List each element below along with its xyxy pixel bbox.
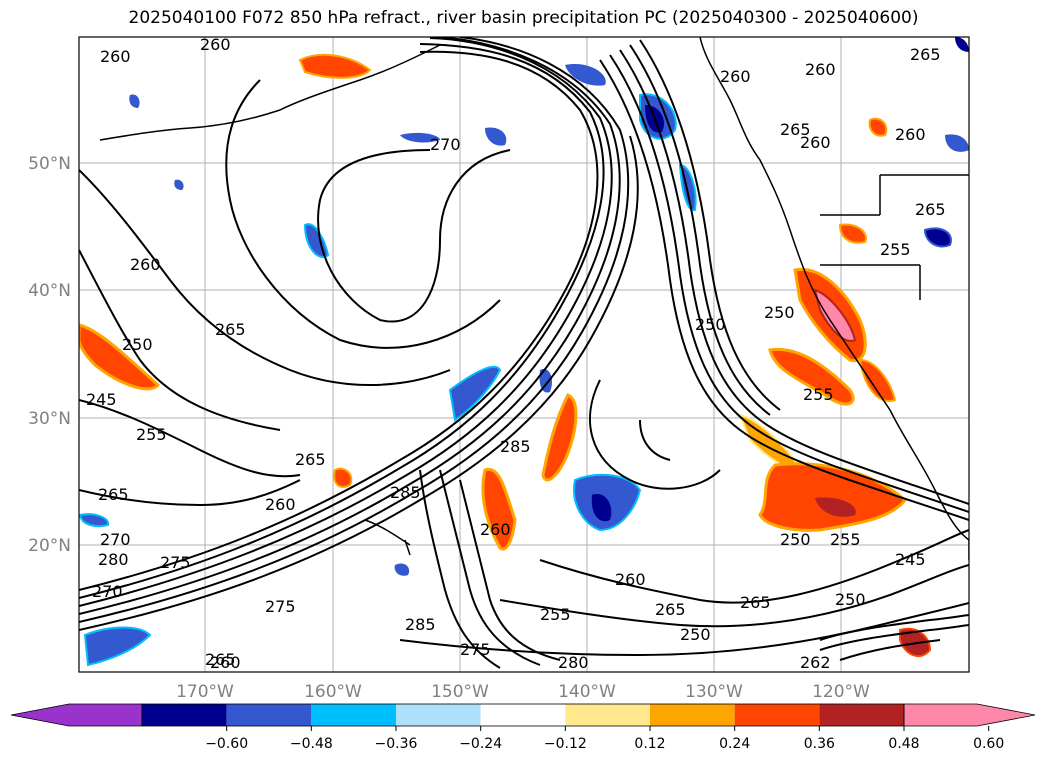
colorbar-bin — [903, 703, 1036, 727]
colorbar-tick-label: 0.60 — [973, 736, 1004, 752]
colorbar-bin — [819, 704, 904, 726]
lon-label: 120°W — [812, 682, 870, 702]
contour-label: 265 — [780, 120, 811, 139]
contour-label: 265 — [98, 485, 129, 504]
contour-label: 255 — [830, 530, 861, 549]
lon-label: 130°W — [685, 682, 743, 702]
contour-label: 260 — [615, 570, 646, 589]
lat-label: 40°N — [28, 281, 71, 301]
contour-label: 280 — [98, 550, 129, 569]
refractivity-contours — [79, 37, 969, 669]
contour-label: 250 — [835, 590, 866, 609]
lat-label: 50°N — [28, 154, 71, 174]
contour-label: 260 — [130, 255, 161, 274]
contour-label: 270 — [92, 582, 123, 601]
lat-label: 20°N — [28, 536, 71, 556]
colorbar-bin — [396, 704, 481, 726]
contour-label: 265 — [655, 600, 686, 619]
colorbar-bin — [10, 703, 143, 727]
map-title: 2025040100 F072 850 hPa refract., river … — [128, 8, 919, 28]
contour-label: 260 — [480, 520, 511, 539]
contour-label: 260 — [100, 47, 131, 66]
contour-label: 260 — [805, 60, 836, 79]
contour-label: 285 — [405, 615, 436, 634]
colorbar-tick-label: 0.24 — [719, 736, 750, 752]
contour-label: 250 — [780, 530, 811, 549]
contour-label: 285 — [390, 483, 421, 502]
contour-label: 255 — [540, 605, 571, 624]
colorbar-bin — [226, 704, 312, 726]
contour-label: 265 — [215, 320, 246, 339]
contour-label: 270 — [430, 135, 461, 154]
coastlines — [99, 37, 969, 560]
contour-label: 250 — [680, 625, 711, 644]
contour-labels: 260 260 260 260 265 260 265 270 260 265 … — [86, 35, 946, 672]
contour-label: 250 — [122, 335, 153, 354]
contour-label: 275 — [460, 640, 491, 659]
lat-label: 30°N — [28, 409, 71, 429]
contour-label: 260 — [210, 653, 241, 672]
colorbar-bin — [480, 704, 566, 726]
colorbar-bin — [311, 704, 396, 726]
map-content: 260 260 260 260 265 260 265 270 260 265 … — [79, 35, 969, 672]
contour-label: 245 — [86, 390, 117, 409]
lon-label: 170°W — [176, 682, 234, 702]
graticule — [79, 37, 969, 672]
contour-label: 260 — [895, 125, 926, 144]
contour-label: 265 — [740, 593, 771, 612]
map-frame — [78, 36, 970, 673]
contour-label: 285 — [500, 437, 531, 456]
contour-label: 250 — [695, 315, 726, 334]
contour-label: 265 — [295, 450, 326, 469]
colorbar-tick-label: 0.48 — [888, 736, 919, 752]
contour-label: 255 — [880, 240, 911, 259]
contour-label: 275 — [160, 553, 191, 572]
lon-label: 150°W — [431, 682, 489, 702]
colorbar-bin — [142, 704, 227, 726]
contour-label: 270 — [100, 530, 131, 549]
lon-label: 160°W — [304, 682, 362, 702]
contour-label: 260 — [720, 67, 751, 86]
contour-label: 245 — [895, 550, 926, 569]
contour-label: 275 — [265, 597, 296, 616]
colorbar: −0.60 −0.48 −0.36 −0.24 −0.12 0.12 0.24 0.36 0.4… — [10, 703, 1036, 752]
contour-label: 265 — [915, 200, 946, 219]
contour-label: 260 — [200, 35, 231, 54]
contour-label: 280 — [558, 653, 589, 672]
colorbar-tick-label: 0.12 — [634, 736, 665, 752]
colorbar-tick-label: −0.24 — [459, 736, 502, 752]
contour-label: 260 — [265, 495, 296, 514]
colorbar-bin — [734, 704, 820, 726]
lon-label: 140°W — [558, 682, 616, 702]
contour-label: 260 — [800, 133, 831, 152]
colorbar-bin — [650, 704, 735, 726]
contour-label: 262 — [800, 653, 831, 672]
contour-label: 255 — [136, 425, 167, 444]
colorbar-frame — [141, 703, 905, 727]
contour-label: 250 — [764, 303, 795, 322]
colorbar-tick-label: −0.36 — [375, 736, 418, 752]
precip-fills — [79, 37, 969, 667]
contour-label: 265 — [910, 45, 941, 64]
colorbar-tick-label: −0.60 — [205, 736, 248, 752]
colorbar-tick-label: −0.12 — [544, 736, 587, 752]
colorbar-tick-label: −0.48 — [290, 736, 333, 752]
colorbar-tick-label: 0.36 — [804, 736, 835, 752]
contour-label: 255 — [803, 385, 834, 404]
colorbar-bin — [565, 704, 650, 726]
contour-label: 265 — [205, 650, 236, 669]
